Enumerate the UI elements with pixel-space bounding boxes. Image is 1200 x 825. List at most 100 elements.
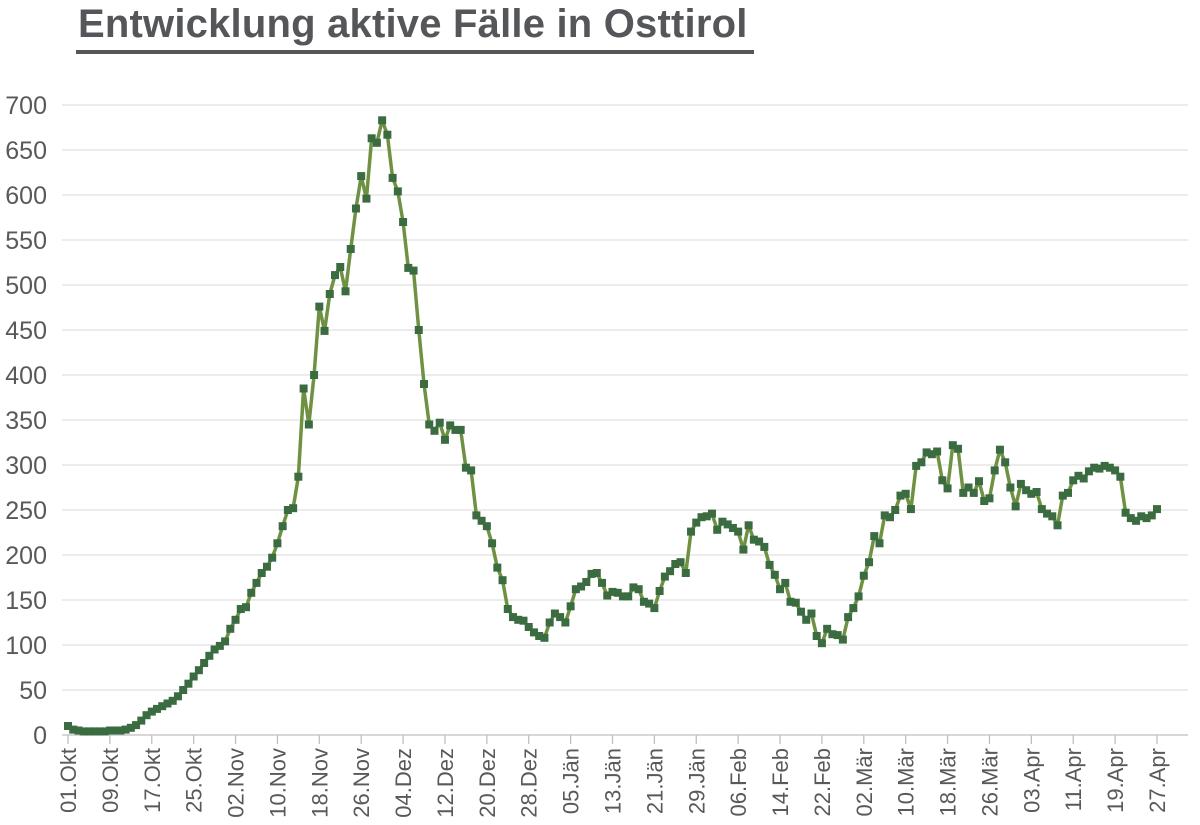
- data-point-marker: [749, 535, 758, 544]
- data-point-marker: [728, 524, 737, 532]
- data-point-marker: [755, 537, 764, 546]
- data-point-marker: [456, 425, 465, 434]
- data-point-marker: [1084, 467, 1093, 476]
- data-point-marker: [912, 461, 921, 470]
- data-point-marker: [173, 692, 182, 701]
- data-point-marker: [838, 635, 847, 644]
- data-point-marker: [1053, 521, 1062, 530]
- data-point-marker: [660, 572, 669, 581]
- data-point-marker: [985, 494, 994, 503]
- data-point-marker: [927, 450, 936, 459]
- y-axis-label: 450: [5, 317, 47, 345]
- data-point-marker: [922, 448, 931, 457]
- x-axis-label: 01.Okt: [56, 748, 81, 813]
- data-point-marker: [739, 545, 748, 554]
- y-axis-label: 150: [5, 587, 47, 615]
- data-point-marker: [331, 271, 340, 280]
- data-point-marker: [891, 506, 900, 514]
- y-axis-label: 50: [19, 677, 47, 705]
- data-point-marker: [1048, 512, 1057, 521]
- data-point-marker: [676, 558, 685, 567]
- data-point-marker: [467, 466, 476, 475]
- x-axis-label: 22.Feb: [810, 748, 835, 817]
- data-point-marker: [200, 659, 209, 667]
- data-point-marker: [74, 726, 83, 735]
- x-axis-label: 10.Nov: [265, 748, 290, 818]
- data-point-marker: [865, 558, 874, 567]
- data-point-marker: [618, 592, 627, 601]
- data-point-marker: [320, 326, 329, 335]
- data-point-marker: [859, 571, 868, 580]
- data-point-marker: [283, 506, 292, 514]
- data-point-marker: [943, 484, 952, 493]
- data-point-marker: [844, 613, 853, 622]
- data-point-marker: [645, 599, 654, 608]
- data-point-marker: [655, 587, 664, 595]
- data-point-marker: [278, 522, 287, 531]
- data-point-marker: [796, 607, 805, 616]
- data-point-marker: [116, 726, 125, 735]
- data-point-marker: [718, 517, 727, 526]
- data-point-marker: [69, 725, 78, 734]
- data-point-marker: [147, 707, 156, 716]
- data-point-marker: [420, 380, 429, 388]
- data-point-marker: [954, 444, 963, 453]
- data-point-marker: [524, 623, 533, 631]
- data-point-marker: [561, 618, 570, 627]
- data-point-marker: [608, 587, 617, 596]
- data-point-marker: [1058, 491, 1067, 500]
- y-axis-label: 600: [5, 182, 47, 210]
- data-point-marker: [184, 679, 193, 688]
- data-point-marker: [482, 522, 491, 531]
- data-point-marker: [802, 615, 811, 624]
- data-point-marker: [440, 435, 449, 444]
- x-axis-label: 10.Mär: [894, 748, 919, 816]
- data-point-marker: [629, 583, 638, 592]
- data-point-marker: [1037, 505, 1046, 514]
- data-point-marker: [231, 615, 240, 624]
- data-point-marker: [948, 441, 957, 450]
- y-axis-label: 550: [5, 227, 47, 255]
- data-point-marker: [849, 604, 858, 613]
- data-point-marker: [885, 513, 894, 522]
- data-point-marker: [1069, 476, 1078, 485]
- data-point-marker: [414, 326, 423, 334]
- data-point-marker: [1095, 464, 1104, 473]
- data-point-marker: [781, 578, 790, 587]
- data-point-marker: [556, 613, 565, 622]
- data-point-marker: [1132, 516, 1141, 525]
- data-point-marker: [828, 630, 837, 639]
- data-point-marker: [273, 539, 282, 548]
- data-point-marker: [933, 447, 942, 456]
- data-point-marker: [854, 592, 863, 601]
- data-point-marker: [179, 686, 188, 694]
- data-point-marker: [304, 420, 313, 429]
- data-point-marker: [760, 542, 769, 551]
- data-point-marker: [692, 518, 701, 527]
- data-point-marker: [378, 116, 387, 125]
- data-point-marker: [1147, 511, 1156, 520]
- data-point-marker: [194, 666, 203, 675]
- gridlines: [62, 104, 1188, 691]
- data-point-marker: [336, 263, 345, 271]
- data-point-marker: [105, 726, 114, 735]
- x-axis-label: 27.Apr: [1145, 748, 1170, 813]
- data-point-marker: [399, 218, 408, 226]
- data-point-marker: [1074, 471, 1083, 480]
- data-point-marker: [807, 609, 816, 618]
- data-point-marker: [189, 672, 198, 681]
- y-axis-label: 350: [5, 407, 47, 435]
- data-point-marker: [901, 489, 910, 498]
- x-axis-label: 17.Okt: [140, 748, 165, 813]
- data-point-marker: [1006, 483, 1015, 492]
- data-point-marker: [917, 458, 926, 467]
- data-point-markers: [64, 116, 1161, 736]
- y-axis-label: 200: [5, 542, 47, 570]
- data-point-marker: [137, 716, 146, 725]
- chart-title: Entwicklung aktive Fälle in Osttirol: [76, 0, 754, 54]
- data-point-marker: [697, 513, 706, 522]
- data-point-marker: [509, 613, 518, 622]
- y-axis-label: 100: [5, 632, 47, 660]
- data-point-marker: [776, 585, 785, 594]
